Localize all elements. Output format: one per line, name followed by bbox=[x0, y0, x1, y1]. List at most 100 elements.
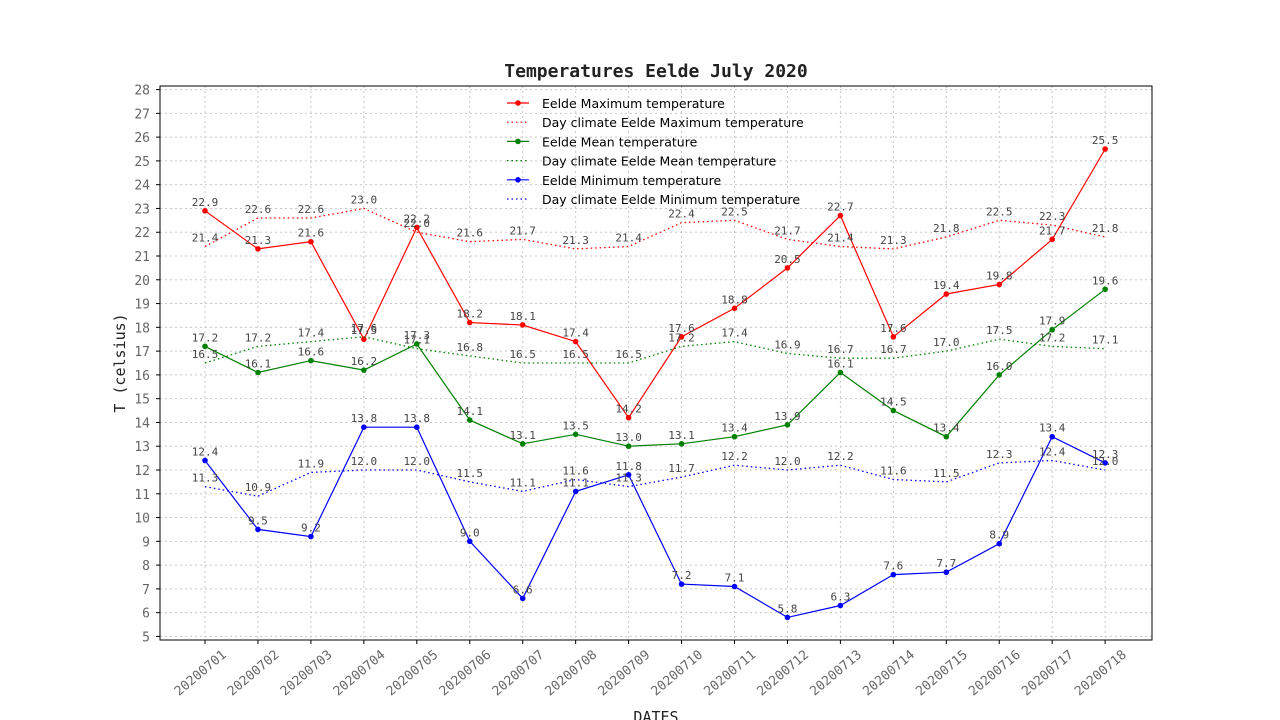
data-label: 17.4 bbox=[562, 327, 589, 340]
data-label: 9.0 bbox=[460, 526, 480, 539]
data-label: 16.5 bbox=[615, 348, 642, 361]
data-label: 23.0 bbox=[351, 193, 378, 206]
data-label: 21.8 bbox=[1092, 222, 1119, 235]
data-label: 21.3 bbox=[562, 234, 589, 247]
data-label: 14.5 bbox=[880, 396, 907, 409]
data-point bbox=[572, 431, 579, 438]
data-label: 12.0 bbox=[351, 455, 378, 468]
data-label: 12.3 bbox=[986, 448, 1013, 461]
data-point bbox=[784, 265, 791, 271]
y-tick-label: 10 bbox=[134, 512, 150, 527]
plot-series bbox=[202, 146, 1108, 621]
data-label: 21.3 bbox=[245, 234, 272, 247]
data-point bbox=[996, 281, 1003, 288]
data-point bbox=[996, 540, 1003, 547]
data-label: 12.4 bbox=[192, 445, 219, 458]
data-point bbox=[1049, 326, 1055, 333]
data-labels: 22.9 21.3 21.6 17.5 22.2 18.2 18.1 17.4 14.2 17.6… bbox=[192, 134, 1119, 615]
y-axis: 5 6 7 8 9 10 11 12 13 14 15 16 17 18 19 20 21 22 23 24 25 26 2… bbox=[134, 84, 160, 645]
data-label: 22.5 bbox=[986, 205, 1013, 218]
data-label: 11.6 bbox=[880, 465, 907, 478]
data-label: 17.2 bbox=[245, 331, 272, 344]
y-tick-label: 27 bbox=[134, 107, 150, 122]
x-tick-label: 20200706 bbox=[437, 648, 495, 700]
data-label: 13.1 bbox=[509, 429, 536, 442]
data-label: 12.0 bbox=[1092, 455, 1119, 468]
x-axis-label: DATES bbox=[633, 708, 678, 720]
data-label: 16.6 bbox=[298, 346, 325, 359]
data-label: 22.5 bbox=[721, 205, 748, 218]
x-tick-label: 20200715 bbox=[913, 648, 971, 700]
data-label: 16.2 bbox=[351, 355, 378, 368]
data-point bbox=[202, 457, 208, 464]
grid-lines bbox=[160, 86, 1152, 640]
data-label: 16.5 bbox=[509, 348, 536, 361]
x-tick-label: 20200711 bbox=[701, 648, 759, 700]
data-label: 21.4 bbox=[615, 231, 642, 244]
plot-frame bbox=[159, 85, 1153, 641]
data-point bbox=[731, 305, 738, 312]
data-label: 16.5 bbox=[562, 348, 589, 361]
data-label: 22.7 bbox=[827, 201, 854, 214]
y-tick-label: 26 bbox=[134, 131, 150, 146]
data-point bbox=[837, 602, 844, 609]
x-tick-label: 20200707 bbox=[490, 648, 548, 700]
y-tick-label: 15 bbox=[134, 393, 150, 408]
data-label: 12.0 bbox=[774, 455, 801, 468]
y-tick-label: 7 bbox=[142, 583, 150, 598]
y-tick-label: 22 bbox=[134, 226, 150, 241]
data-label: 21.7 bbox=[509, 224, 536, 237]
data-point bbox=[255, 526, 261, 533]
data-label: 11.7 bbox=[668, 462, 695, 475]
x-tick-label: 20200703 bbox=[278, 648, 336, 700]
data-point bbox=[1102, 146, 1108, 152]
data-point bbox=[414, 224, 420, 231]
data-point bbox=[678, 441, 685, 447]
data-label: 18.2 bbox=[457, 308, 484, 321]
data-label: 21.3 bbox=[880, 234, 907, 247]
data-label: 22.6 bbox=[245, 203, 272, 216]
data-label: 22.3 bbox=[1039, 210, 1066, 223]
data-label: 16.1 bbox=[245, 358, 272, 371]
x-tick-label: 20200710 bbox=[649, 648, 707, 700]
data-point bbox=[784, 614, 791, 621]
data-label: 19.6 bbox=[1092, 274, 1119, 287]
y-tick-label: 6 bbox=[142, 607, 150, 622]
legend-label: Eelde Maximum temperature bbox=[542, 96, 725, 111]
x-tick-label: 20200712 bbox=[754, 648, 812, 700]
data-point bbox=[466, 538, 473, 545]
y-tick-label: 14 bbox=[134, 416, 150, 431]
data-label: 12.2 bbox=[827, 450, 854, 463]
x-tick-label: 20200704 bbox=[331, 647, 389, 699]
data-label: 16.5 bbox=[192, 348, 219, 361]
data-point bbox=[943, 433, 950, 440]
data-point bbox=[202, 208, 208, 214]
data-label: 13.1 bbox=[668, 429, 695, 442]
y-axis-label: T (celsius) bbox=[111, 313, 129, 412]
data-label: 11.1 bbox=[562, 476, 589, 489]
data-label: 11.6 bbox=[562, 465, 589, 478]
series-line bbox=[204, 336, 1106, 364]
data-point bbox=[361, 424, 367, 430]
data-label: 21.7 bbox=[774, 224, 801, 237]
data-label: 20.5 bbox=[774, 253, 801, 266]
data-point bbox=[466, 319, 473, 326]
data-label: 13.9 bbox=[774, 410, 801, 423]
data-label: 17.5 bbox=[986, 324, 1013, 337]
chart-title: Temperatures Eelde July 2020 bbox=[504, 61, 807, 82]
data-point bbox=[1049, 236, 1055, 243]
data-point bbox=[837, 212, 844, 219]
data-label: 7.1 bbox=[725, 572, 745, 585]
data-point bbox=[625, 471, 632, 478]
data-point bbox=[890, 407, 897, 414]
data-label: 7.6 bbox=[883, 560, 903, 573]
legend-marker bbox=[515, 177, 521, 183]
x-tick-label: 20200713 bbox=[807, 648, 865, 700]
series-line bbox=[204, 148, 1106, 419]
data-label: 17.1 bbox=[1092, 334, 1119, 347]
data-label: 13.8 bbox=[404, 412, 431, 425]
data-label: 22.0 bbox=[404, 217, 431, 230]
data-label: 21.4 bbox=[192, 231, 219, 244]
series-line bbox=[204, 459, 1106, 497]
data-point bbox=[572, 488, 579, 495]
